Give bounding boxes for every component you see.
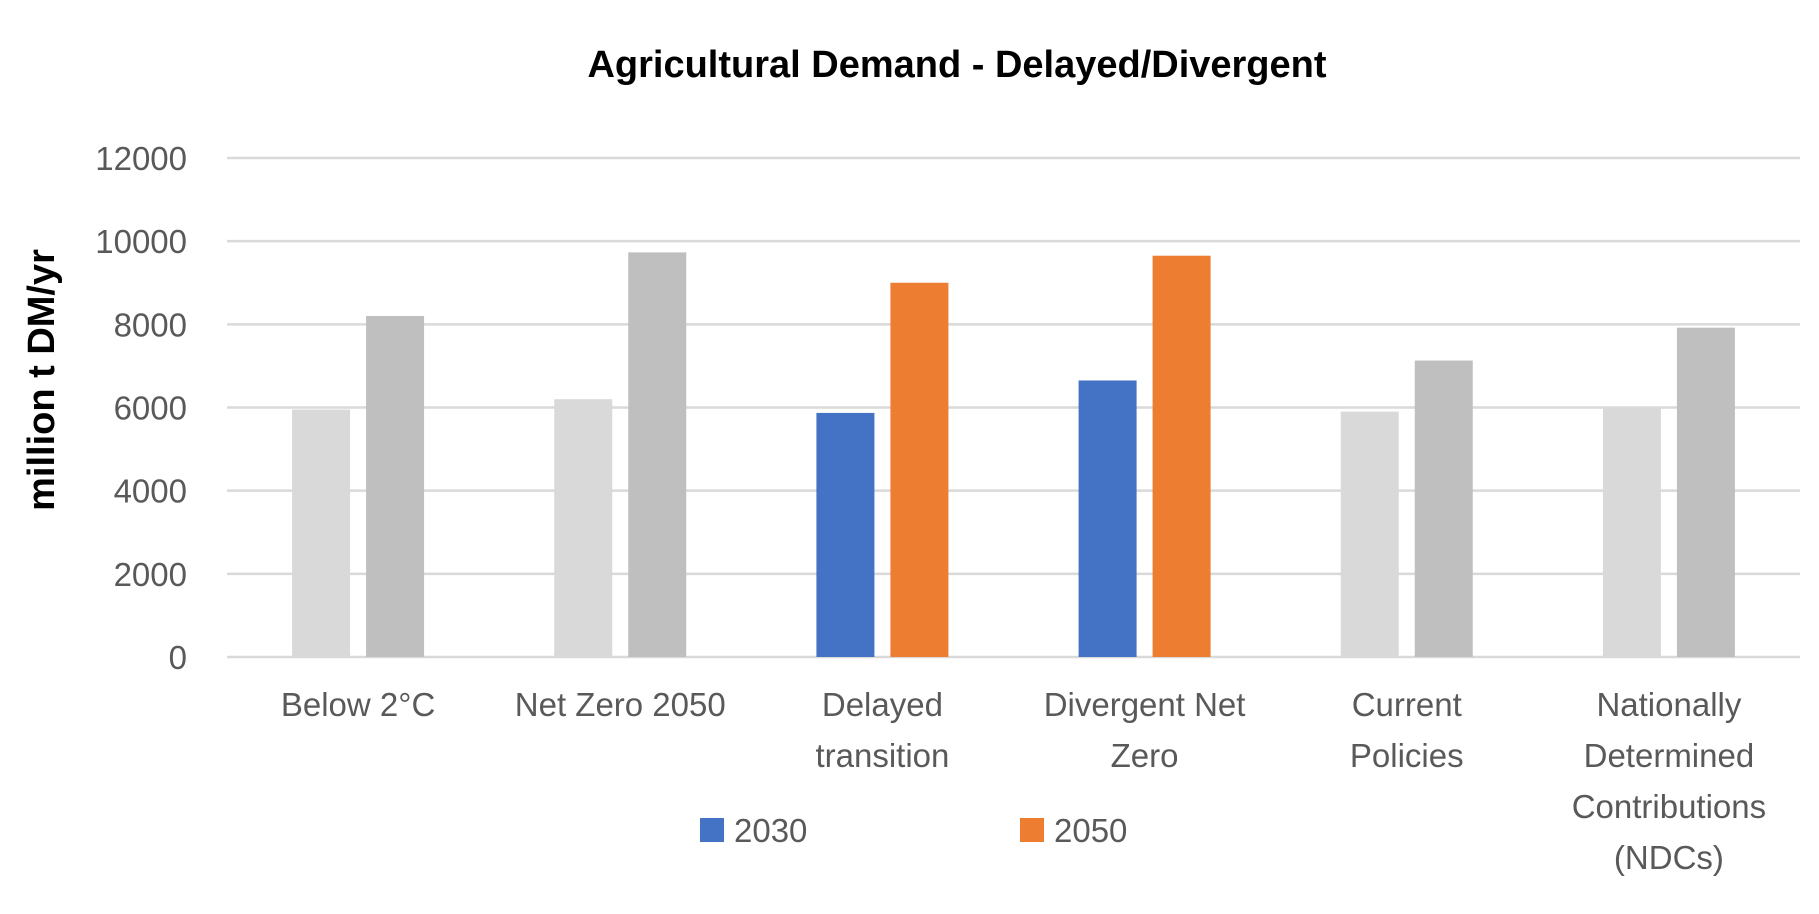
x-tick-label: Divergent Net Zero	[1044, 686, 1246, 774]
bar-2050-5	[1676, 327, 1735, 657]
x-tick-label-line: Zero	[1111, 737, 1179, 774]
x-tick-label-line: transition	[815, 737, 949, 774]
x-tick-label: Delayed transition	[815, 686, 949, 774]
x-tick-label: Below 2°C	[281, 686, 435, 723]
bar-2030-5	[1602, 407, 1661, 657]
x-tick-label: Current Policies	[1350, 686, 1464, 774]
bar-2050-3	[1152, 255, 1211, 658]
x-tick-label-line: Contributions	[1572, 788, 1766, 825]
y-tick-label: 10000	[95, 223, 187, 260]
x-tick-label-line: Nationally	[1596, 686, 1741, 723]
x-tick-label-line: Policies	[1350, 737, 1464, 774]
x-tick-label: Nationally Determined Contributions (NDCs)	[1572, 686, 1766, 876]
bar-2030-3	[1078, 380, 1137, 657]
y-tick-labels: 0 2000 4000 6000 8000 10000 12000	[95, 140, 187, 676]
x-tick-labels: Below 2°C Net Zero 2050 Delayed transitionD…	[281, 686, 1766, 876]
legend-swatch-2030	[700, 818, 724, 842]
y-tick-label: 8000	[114, 306, 187, 343]
bar-2050-4	[1414, 360, 1473, 657]
grid-lines	[227, 156, 1800, 659]
y-tick-label: 6000	[114, 390, 187, 427]
legend-label: 2030	[734, 812, 807, 849]
bar-2030-4	[1340, 411, 1399, 657]
bar-2050-1	[628, 252, 687, 657]
legend: 2030 2050	[700, 812, 1127, 849]
x-tick-label-line: Below 2°C	[281, 686, 435, 723]
y-tick-label: 12000	[95, 140, 187, 177]
y-tick-label: 0	[169, 639, 187, 676]
x-tick-label-line: Delayed	[822, 686, 943, 723]
bar-2050-0	[366, 316, 425, 657]
legend-swatch-2050	[1020, 818, 1044, 842]
chart-title: Agricultural Demand - Delayed/Divergent	[587, 44, 1326, 86]
bar-2030-2	[816, 412, 875, 657]
x-tick-label-line: Net Zero 2050	[515, 686, 726, 723]
bar-2030-1	[554, 399, 613, 657]
y-tick-label: 4000	[114, 473, 187, 510]
y-tick-label: 2000	[114, 556, 187, 593]
bars	[292, 252, 1735, 658]
x-tick-label-line: (NDCs)	[1614, 839, 1724, 876]
bar-2050-2	[890, 282, 949, 657]
x-tick-label-line: Current	[1352, 686, 1462, 723]
legend-label: 2050	[1054, 812, 1127, 849]
y-axis-label: million t DM/yr	[21, 249, 63, 511]
x-tick-label-line: Determined	[1584, 737, 1755, 774]
x-tick-label-line: Divergent Net	[1044, 686, 1246, 723]
x-tick-label: Net Zero 2050	[515, 686, 726, 723]
bar-2030-0	[292, 409, 351, 657]
